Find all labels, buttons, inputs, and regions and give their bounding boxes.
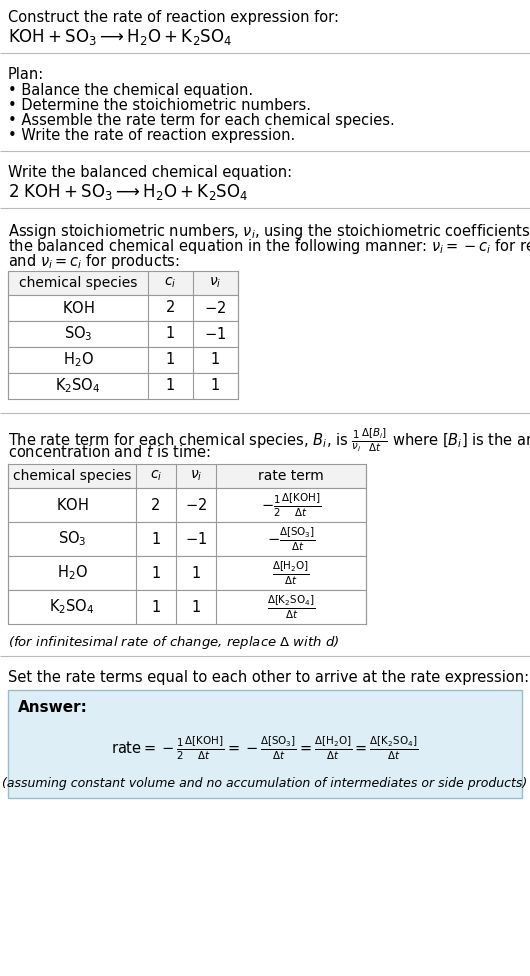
Text: 2: 2: [151, 498, 161, 512]
Bar: [8, 522, 366, 556]
Text: $-\frac{\Delta[\mathrm{SO_3}]}{\Delta t}$: $-\frac{\Delta[\mathrm{SO_3}]}{\Delta t}…: [267, 525, 315, 552]
Text: • Write the rate of reaction expression.: • Write the rate of reaction expression.: [8, 128, 295, 143]
Text: $\mathrm{SO_3}$: $\mathrm{SO_3}$: [64, 325, 92, 344]
Text: Construct the rate of reaction expression for:: Construct the rate of reaction expressio…: [8, 10, 339, 25]
Text: Write the balanced chemical equation:: Write the balanced chemical equation:: [8, 165, 292, 180]
Bar: [8, 373, 238, 399]
Text: rate term: rate term: [258, 469, 324, 483]
Text: $-\frac{1}{2}\frac{\Delta[\mathrm{KOH}]}{\Delta t}$: $-\frac{1}{2}\frac{\Delta[\mathrm{KOH}]}…: [261, 491, 321, 518]
Text: The rate term for each chemical species, $B_i$, is $\frac{1}{\nu_i}\frac{\Delta[: The rate term for each chemical species,…: [8, 427, 530, 455]
Bar: [8, 556, 366, 590]
Text: 1: 1: [211, 379, 220, 393]
Text: $\mathrm{K_2SO_4}$: $\mathrm{K_2SO_4}$: [55, 377, 101, 395]
Text: and $\nu_i = c_i$ for products:: and $\nu_i = c_i$ for products:: [8, 252, 180, 271]
Text: • Balance the chemical equation.: • Balance the chemical equation.: [8, 83, 253, 98]
Text: 1: 1: [152, 565, 161, 581]
Bar: [8, 690, 522, 798]
Text: 1: 1: [166, 352, 175, 368]
Text: $\frac{\Delta[\mathrm{K_2SO_4}]}{\Delta t}$: $\frac{\Delta[\mathrm{K_2SO_4}]}{\Delta …: [267, 593, 315, 621]
Text: • Determine the stoichiometric numbers.: • Determine the stoichiometric numbers.: [8, 98, 311, 113]
Text: $\nu_i$: $\nu_i$: [209, 276, 222, 290]
Text: $\mathrm{2\ KOH + SO_3 \longrightarrow H_2O + K_2SO_4}$: $\mathrm{2\ KOH + SO_3 \longrightarrow H…: [8, 182, 249, 202]
Text: $\mathrm{rate} = -\frac{1}{2}\frac{\Delta[\mathrm{KOH}]}{\Delta t} = -\frac{\Del: $\mathrm{rate} = -\frac{1}{2}\frac{\Delt…: [111, 734, 419, 761]
Text: Plan:: Plan:: [8, 67, 44, 82]
Text: 1: 1: [152, 532, 161, 547]
Bar: [8, 347, 238, 373]
Text: $\mathrm{SO_3}$: $\mathrm{SO_3}$: [58, 530, 86, 549]
Bar: [8, 464, 366, 488]
Text: $\mathrm{KOH}$: $\mathrm{KOH}$: [56, 497, 89, 513]
Text: $\mathrm{H_2O}$: $\mathrm{H_2O}$: [57, 564, 87, 583]
Text: 1: 1: [191, 565, 201, 581]
Text: 1: 1: [211, 352, 220, 368]
Text: the balanced chemical equation in the following manner: $\nu_i = -c_i$ for react: the balanced chemical equation in the fo…: [8, 237, 530, 256]
Text: $\mathrm{KOH + SO_3 \longrightarrow H_2O + K_2SO_4}$: $\mathrm{KOH + SO_3 \longrightarrow H_2O…: [8, 27, 233, 47]
Text: 1: 1: [166, 327, 175, 342]
Text: 1: 1: [191, 599, 201, 615]
Text: 1: 1: [152, 599, 161, 615]
Text: $\nu_i$: $\nu_i$: [190, 468, 202, 483]
Text: $-2$: $-2$: [205, 300, 226, 316]
Text: (assuming constant volume and no accumulation of intermediates or side products): (assuming constant volume and no accumul…: [2, 778, 528, 791]
Text: $c_i$: $c_i$: [150, 468, 162, 483]
Bar: [8, 295, 238, 321]
Bar: [8, 271, 238, 295]
Text: $\mathrm{KOH}$: $\mathrm{KOH}$: [61, 300, 94, 316]
Text: • Assemble the rate term for each chemical species.: • Assemble the rate term for each chemic…: [8, 113, 395, 128]
Text: $-2$: $-2$: [185, 497, 207, 513]
Bar: [8, 488, 366, 522]
Text: $\mathrm{H_2O}$: $\mathrm{H_2O}$: [63, 350, 93, 369]
Text: $-1$: $-1$: [205, 326, 226, 342]
Text: $c_i$: $c_i$: [164, 276, 176, 290]
Text: 2: 2: [166, 301, 175, 315]
Text: (for infinitesimal rate of change, replace $\Delta$ with $d$): (for infinitesimal rate of change, repla…: [8, 634, 340, 651]
Text: chemical species: chemical species: [13, 469, 131, 483]
Text: $-1$: $-1$: [185, 531, 207, 547]
Text: chemical species: chemical species: [19, 276, 137, 290]
Text: $\mathrm{K_2SO_4}$: $\mathrm{K_2SO_4}$: [49, 597, 95, 617]
Text: Assign stoichiometric numbers, $\nu_i$, using the stoichiometric coefficients, $: Assign stoichiometric numbers, $\nu_i$, …: [8, 222, 530, 241]
Text: Answer:: Answer:: [18, 700, 88, 715]
Text: concentration and $t$ is time:: concentration and $t$ is time:: [8, 444, 211, 460]
Text: $\frac{\Delta[\mathrm{H_2O}]}{\Delta t}$: $\frac{\Delta[\mathrm{H_2O}]}{\Delta t}$: [272, 559, 310, 587]
Bar: [8, 321, 238, 347]
Text: Set the rate terms equal to each other to arrive at the rate expression:: Set the rate terms equal to each other t…: [8, 670, 529, 685]
Text: 1: 1: [166, 379, 175, 393]
Bar: [8, 590, 366, 624]
